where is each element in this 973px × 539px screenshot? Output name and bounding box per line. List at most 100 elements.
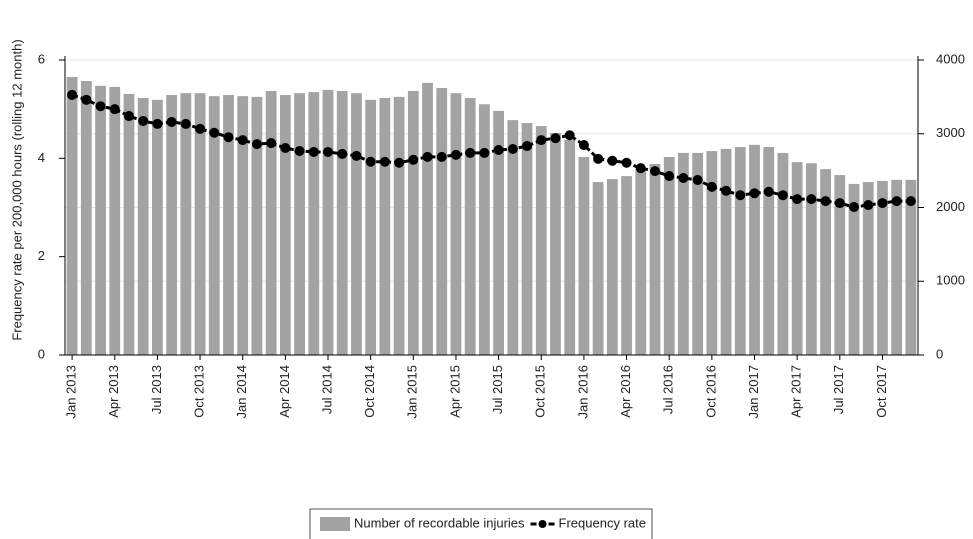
bar [123, 93, 135, 356]
line-point [180, 118, 191, 129]
bar [791, 162, 803, 355]
line-point [777, 190, 788, 201]
y2-tick-label: 4000 [936, 51, 965, 66]
bar [279, 95, 291, 355]
x-tick-label: Apr 2013 [106, 365, 121, 418]
bar [478, 104, 490, 355]
line-point [806, 194, 817, 205]
line-point [607, 155, 618, 166]
bar [80, 81, 92, 356]
x-tick-label: Jul 2015 [490, 365, 505, 414]
legend-label: Number of recordable injuries [354, 515, 525, 530]
bar [450, 93, 462, 355]
line-point [223, 132, 234, 143]
y2-tick-label: 0 [936, 346, 943, 361]
bar [393, 96, 405, 355]
bar [692, 152, 704, 355]
line-point [365, 156, 376, 167]
line-point [436, 151, 447, 162]
line-point [138, 115, 149, 126]
line-point [166, 116, 177, 127]
y2-tick-label: 1000 [936, 273, 965, 288]
bar [891, 179, 903, 355]
line-point [152, 118, 163, 129]
bar [706, 151, 718, 355]
line-point [863, 200, 874, 211]
x-tick-label: Apr 2016 [618, 365, 633, 418]
x-tick-label: Jan 2014 [234, 365, 249, 419]
bar [777, 152, 789, 355]
bar [208, 96, 220, 355]
line-point [564, 130, 575, 141]
y-axis-label: Frequency rate per 200,000 hours (rollin… [9, 39, 24, 340]
legend-swatch [320, 517, 350, 531]
line-point [266, 138, 277, 149]
line-point [820, 196, 831, 207]
line-point [95, 101, 106, 112]
line-point [209, 127, 220, 138]
line-point [450, 149, 461, 160]
x-tick-label: Oct 2014 [362, 365, 377, 418]
line-point [905, 196, 916, 207]
y-tick-label: 6 [38, 51, 45, 66]
bar [507, 120, 519, 355]
y2-tick-label: 3000 [936, 125, 965, 140]
bar [365, 99, 377, 355]
bar [180, 93, 192, 355]
x-tick-label: Oct 2015 [533, 365, 548, 418]
line-point [721, 185, 732, 196]
bar [905, 179, 917, 355]
bar [592, 182, 604, 355]
x-tick-label: Jan 2016 [575, 365, 590, 419]
x-tick-label: Jul 2014 [319, 365, 334, 414]
line-point [479, 147, 490, 158]
bar [407, 90, 419, 355]
bar [734, 147, 746, 355]
bar [820, 169, 831, 355]
bar [422, 82, 433, 356]
x-tick-label: Jan 2017 [746, 365, 761, 419]
line-point [692, 174, 703, 185]
bar [678, 152, 689, 355]
line-point [536, 135, 547, 146]
x-tick-label: Apr 2014 [277, 365, 292, 418]
bar [521, 123, 533, 356]
line-point [792, 194, 803, 205]
line-point [621, 157, 632, 168]
line-point [493, 144, 504, 155]
line-point [251, 139, 262, 150]
line-point [891, 196, 902, 207]
bar [606, 179, 618, 355]
bar [862, 182, 874, 355]
bar [578, 156, 590, 355]
bar [834, 175, 846, 355]
x-tick-label: Jan 2013 [64, 365, 79, 419]
line-point [351, 150, 362, 161]
bar [294, 93, 305, 355]
bar [635, 169, 647, 355]
bar [663, 156, 675, 355]
line-point [294, 145, 305, 156]
line-point [422, 151, 433, 162]
bar [194, 93, 206, 355]
bar [621, 176, 632, 355]
line-point [67, 89, 78, 100]
bar [749, 144, 760, 355]
line-point [337, 148, 348, 159]
bar [137, 97, 149, 355]
line-point [649, 166, 660, 177]
line-point [123, 111, 134, 122]
x-tick-label: Oct 2016 [703, 365, 718, 418]
legend-box [309, 508, 653, 539]
line-point [578, 140, 589, 151]
line-point [834, 198, 845, 209]
y-tick-label: 0 [38, 346, 45, 361]
bar [251, 96, 263, 355]
line-point [763, 186, 774, 197]
line-point [81, 94, 92, 105]
bar [237, 96, 249, 355]
legend: Number of recordable injuries Frequency r… [309, 508, 653, 539]
y2-tick-label: 2000 [936, 199, 965, 214]
bar [308, 92, 320, 356]
